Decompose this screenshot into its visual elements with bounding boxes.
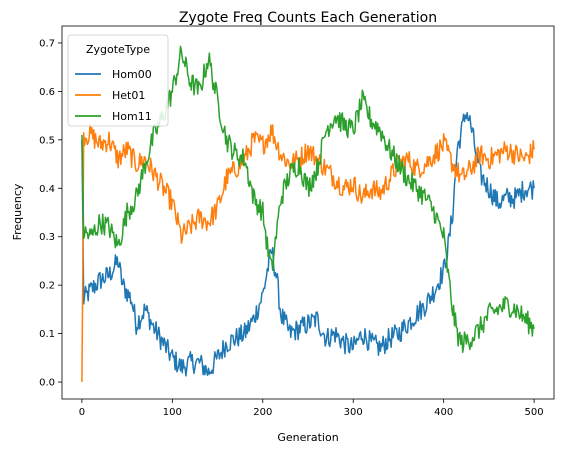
y-tick-label: 0.2 xyxy=(39,281,55,292)
series-line-hom11 xyxy=(81,45,535,353)
legend-title: ZygoteType xyxy=(86,43,150,56)
y-tick-label: 0.7 xyxy=(39,38,55,49)
x-tick-label: 300 xyxy=(344,407,363,418)
x-tick-label: 500 xyxy=(525,407,544,418)
legend: ZygoteType Hom00 Het01 Hom11 xyxy=(67,34,169,127)
series-line-het01 xyxy=(81,123,535,383)
series-line-hom00 xyxy=(81,111,535,377)
x-tick-label: 200 xyxy=(253,407,272,418)
legend-label-hom00: Hom00 xyxy=(112,68,152,81)
x-tick-label: 400 xyxy=(434,407,453,418)
y-tick-label: 0.4 xyxy=(39,184,55,195)
x-tick-label: 100 xyxy=(163,407,182,418)
y-axis-label: Frequency xyxy=(11,183,24,240)
legend-label-hom11: Hom11 xyxy=(112,110,152,123)
legend-label-het01: Het01 xyxy=(112,89,145,102)
y-tick-label: 0.0 xyxy=(39,378,55,389)
x-axis-label: Generation xyxy=(277,431,338,444)
y-tick-label: 0.6 xyxy=(39,87,55,98)
x-tick-label: 0 xyxy=(79,407,85,418)
y-tick-label: 0.5 xyxy=(39,135,55,146)
y-tick-label: 0.3 xyxy=(39,232,55,243)
y-tick-label: 0.1 xyxy=(39,329,55,340)
chart-title: Zygote Freq Counts Each Generation xyxy=(179,10,437,26)
plot-frame xyxy=(61,25,555,400)
